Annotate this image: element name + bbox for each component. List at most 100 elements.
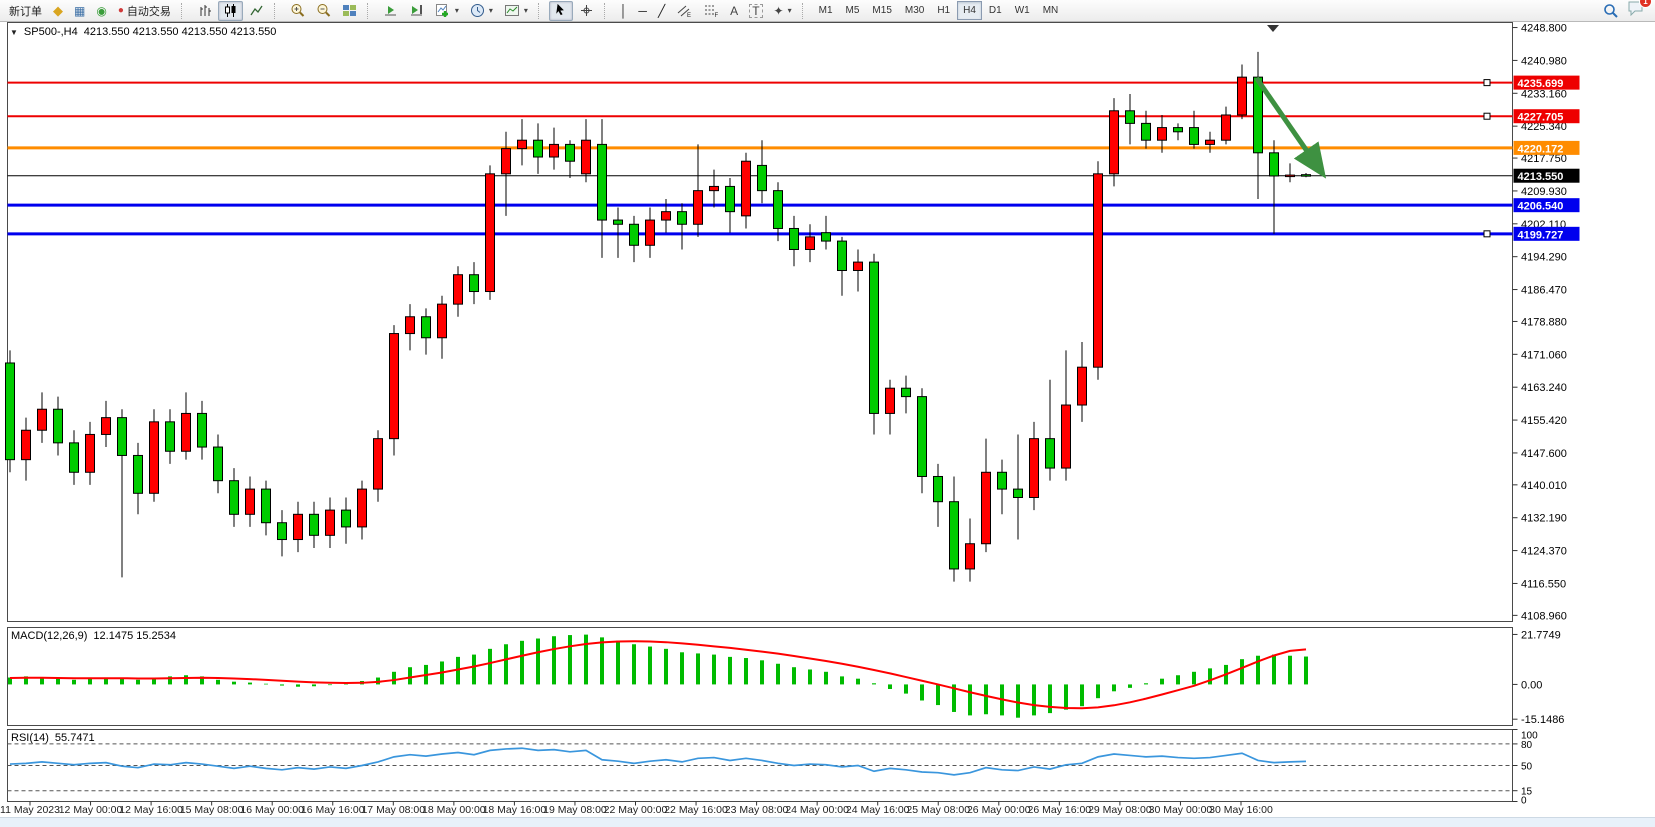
candle-body bbox=[21, 429, 31, 461]
candle-body bbox=[325, 509, 335, 536]
candle-body bbox=[885, 387, 895, 414]
time-axis-label: 26 May 16:00 bbox=[1028, 804, 1092, 816]
rsi-value: 55.7471 bbox=[54, 732, 95, 744]
candle-body bbox=[85, 433, 95, 473]
line-handle[interactable] bbox=[1483, 230, 1491, 238]
time-axis-label: 11 May 2023 bbox=[0, 804, 60, 816]
candle-body bbox=[5, 362, 15, 461]
trend-arrow-object[interactable] bbox=[1254, 76, 1327, 179]
candle-body bbox=[901, 387, 911, 398]
price-axis-label: 4147.600 bbox=[1521, 448, 1567, 460]
candle-body bbox=[341, 509, 351, 528]
text-label-tool-button[interactable]: T bbox=[744, 1, 767, 21]
candlestick-mode-button[interactable] bbox=[217, 0, 243, 21]
candle-body bbox=[277, 522, 287, 541]
candle-body bbox=[1301, 174, 1311, 177]
candle-body bbox=[1173, 127, 1183, 133]
price-tag-label: 4235.699 bbox=[1518, 78, 1564, 90]
candle-body bbox=[69, 442, 79, 473]
price-axis-label: 4140.010 bbox=[1521, 480, 1567, 492]
bar-chart-mode-button[interactable] bbox=[192, 1, 217, 21]
candle-body bbox=[1029, 438, 1039, 498]
search-icon[interactable] bbox=[1603, 3, 1619, 19]
toolbar-separator bbox=[180, 2, 188, 19]
macd-indicator-label: MACD(12,26,9) 12.1475 15.2534 bbox=[11, 630, 177, 642]
notifications-button[interactable]: 1 bbox=[1627, 0, 1652, 21]
time-axis-label: 12 May 00:00 bbox=[59, 804, 123, 816]
timeframe-button-M1[interactable]: M1 bbox=[818, 5, 833, 16]
templates-button[interactable]: ▾ bbox=[499, 1, 533, 21]
candle-body bbox=[805, 236, 815, 250]
timeframe-button-M5[interactable]: M5 bbox=[845, 5, 860, 16]
candle-body bbox=[117, 417, 127, 456]
vertical-line-tool-button[interactable]: │ bbox=[615, 1, 633, 21]
candle-body bbox=[837, 240, 847, 272]
chart-shift-button[interactable] bbox=[404, 1, 429, 21]
price-axis-label: 4178.880 bbox=[1521, 316, 1567, 328]
price-axis-label: 4155.420 bbox=[1521, 415, 1567, 427]
timeframe-button-MN[interactable]: MN bbox=[1042, 5, 1059, 16]
crosshair-tool-button[interactable] bbox=[574, 1, 599, 21]
candle-body bbox=[725, 185, 735, 213]
new-order-button[interactable]: 新订单 bbox=[9, 5, 42, 18]
autotrading-button[interactable]: ● 自动交易 bbox=[117, 4, 171, 18]
candle-body bbox=[773, 190, 783, 229]
time-axis-label: 25 May 08:00 bbox=[906, 804, 970, 816]
market-watch-button[interactable]: ◆ bbox=[48, 1, 68, 21]
candle-body bbox=[1269, 152, 1279, 177]
line-handle[interactable] bbox=[1483, 112, 1491, 120]
auto-scroll-button[interactable] bbox=[378, 1, 403, 21]
price-axis-label: 4225.340 bbox=[1521, 121, 1567, 133]
timeframe-button-D1[interactable]: D1 bbox=[988, 5, 1002, 16]
rsi-axis-label: 50 bbox=[1521, 762, 1533, 773]
fibonacci-tool-button[interactable]: F bbox=[698, 1, 724, 21]
candle-body bbox=[1205, 139, 1215, 145]
chart-canvas[interactable]: 4248.800 4240.980 4233.160 4225.340 4217.750… bbox=[0, 22, 1655, 827]
timeframe-button-W1[interactable]: W1 bbox=[1014, 5, 1030, 16]
candle-body bbox=[1061, 404, 1071, 469]
tile-windows-button[interactable] bbox=[337, 1, 362, 21]
price-axis-label: 4240.980 bbox=[1521, 55, 1567, 67]
price-axis-label: 4217.750 bbox=[1521, 153, 1567, 165]
price-axis-label: 4124.370 bbox=[1521, 546, 1567, 558]
candle-body bbox=[1125, 110, 1135, 124]
bottom-strip bbox=[0, 817, 1655, 827]
timeframe-button-M15[interactable]: M15 bbox=[872, 5, 892, 16]
cursor-tool-button[interactable] bbox=[548, 0, 573, 21]
trendline-icon: ╱ bbox=[657, 3, 666, 18]
candle-body bbox=[693, 190, 703, 225]
channel-tool-button[interactable]: E bbox=[671, 1, 697, 21]
candle-body bbox=[789, 227, 799, 250]
price-axis-label: 4132.190 bbox=[1521, 513, 1567, 525]
timeframe-button-M30[interactable]: M30 bbox=[904, 5, 925, 16]
candle-body bbox=[613, 219, 623, 225]
candle-body bbox=[581, 139, 591, 175]
price-axis-label: 4171.060 bbox=[1521, 349, 1567, 361]
chart-title-row: ▼ SP500-,H4 4213.550 4213.550 4213.550 4… bbox=[10, 26, 276, 38]
trendline-tool-button[interactable]: ╱ bbox=[653, 1, 670, 21]
horizontal-line-tool-button[interactable]: ─ bbox=[633, 1, 652, 21]
line-chart-mode-button[interactable] bbox=[244, 1, 269, 21]
text-tool-button[interactable]: A bbox=[725, 1, 743, 21]
navigator-button[interactable]: ◉ bbox=[91, 1, 111, 21]
one-click-trading-toggle[interactable]: ▼ bbox=[10, 27, 18, 37]
chart-shift-marker[interactable] bbox=[1267, 25, 1279, 32]
candle-body bbox=[949, 501, 959, 570]
periods-button[interactable]: ▾ bbox=[465, 1, 498, 21]
timeframe-button-H4[interactable]: H4 bbox=[957, 1, 982, 20]
fibonacci-icon: F bbox=[705, 5, 719, 18]
line-handle[interactable] bbox=[1483, 79, 1491, 87]
toolbar-right-group: 1 bbox=[1603, 0, 1652, 21]
new-chart-button[interactable]: ▾ bbox=[430, 1, 464, 21]
data-window-button[interactable]: ▦ bbox=[69, 1, 90, 21]
candle-body bbox=[981, 471, 991, 545]
candle-body bbox=[1141, 122, 1151, 141]
price-axis-label: 4116.550 bbox=[1521, 578, 1566, 590]
zoom-out-button[interactable] bbox=[311, 1, 336, 21]
price-axis-label: 4209.930 bbox=[1521, 186, 1567, 198]
arrows-tool-button[interactable]: ✦ ▾ bbox=[769, 1, 797, 21]
candle-body bbox=[357, 488, 367, 528]
timeframe-button-H1[interactable]: H1 bbox=[937, 5, 951, 16]
zoom-in-button[interactable] bbox=[285, 1, 310, 21]
chevron-down-icon: ▾ bbox=[787, 6, 792, 15]
